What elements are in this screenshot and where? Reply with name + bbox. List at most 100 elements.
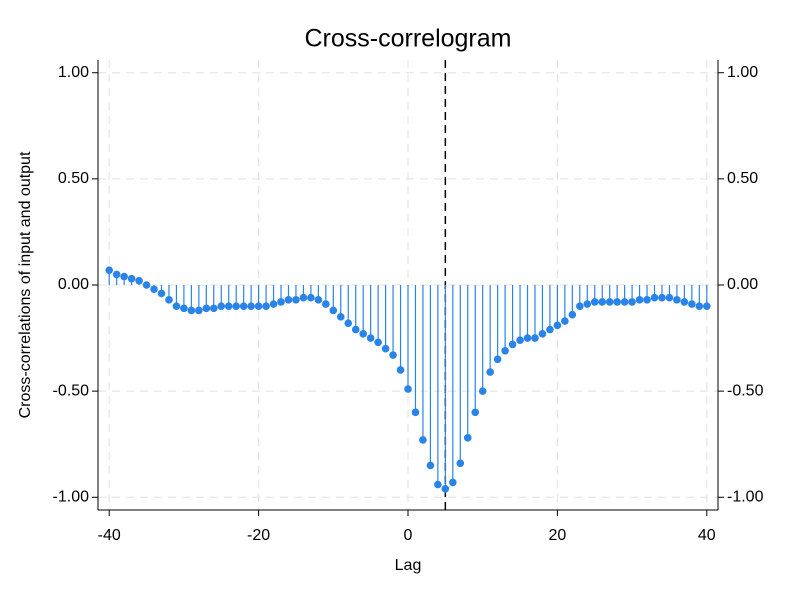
stem-marker (665, 293, 674, 302)
stem-marker (688, 300, 696, 308)
stem-marker (702, 302, 711, 311)
stem-marker (150, 285, 158, 294)
stem-marker (374, 338, 382, 347)
stem-marker (613, 298, 621, 306)
stem-marker (434, 480, 442, 489)
stem-marker (568, 310, 577, 319)
stem-marker (501, 347, 509, 355)
y2-tick-label: -0.50 (727, 382, 764, 399)
y-tick-label: -1.00 (53, 488, 90, 505)
stem-marker (351, 325, 360, 334)
stem-marker (389, 351, 397, 359)
stem-marker (419, 436, 427, 444)
stem-marker (673, 296, 681, 304)
x-axis-label: Lag (395, 557, 422, 574)
stem-marker (239, 302, 248, 311)
stem-marker (299, 293, 308, 302)
stem-marker (262, 302, 270, 311)
stem-marker (120, 272, 128, 281)
stem-marker (292, 296, 300, 304)
stem-marker (605, 298, 614, 306)
stem-marker (553, 321, 562, 330)
stem-marker (546, 325, 554, 334)
stem-marker (180, 304, 188, 313)
stem-marker (463, 434, 472, 442)
stem-marker (112, 270, 121, 279)
x-tick-label: 40 (698, 527, 716, 544)
stem-marker (590, 298, 599, 306)
stem-marker (307, 293, 315, 302)
stem-marker (135, 276, 143, 285)
stem-marker (650, 293, 659, 302)
stem-marker (344, 319, 353, 328)
y-tick-label: 1.00 (58, 64, 89, 81)
y2-tick-label: 0.00 (727, 276, 758, 293)
stem-marker (441, 484, 450, 493)
stem-marker (269, 300, 278, 308)
stem-marker (172, 302, 181, 311)
y2-tick-label: -1.00 (727, 488, 764, 505)
stem-marker (314, 296, 323, 304)
stem-marker (628, 298, 636, 306)
stem-marker (105, 266, 114, 274)
chart-title: Cross-correlogram (305, 25, 512, 53)
stem-marker (202, 304, 211, 313)
stem-marker (127, 274, 136, 283)
stem-marker (381, 344, 390, 353)
y2-tick-label: 1.00 (727, 64, 758, 81)
stem-marker (620, 298, 629, 306)
y-tick-label: -0.50 (53, 382, 90, 399)
stem-marker (224, 302, 233, 311)
stem-marker (486, 368, 494, 376)
stem-marker (277, 298, 285, 306)
stem-marker (195, 306, 203, 315)
stem-marker (247, 302, 255, 311)
stem-marker (254, 302, 263, 311)
stem-marker (471, 408, 480, 417)
stem-marker (561, 317, 569, 325)
stem-marker (426, 461, 435, 470)
stem-marker (284, 296, 293, 304)
stem-marker (329, 306, 338, 315)
stem-marker (508, 340, 517, 349)
stem-marker (232, 302, 240, 311)
stem-marker (456, 459, 465, 468)
stem-marker (157, 289, 166, 298)
stem-marker (359, 330, 367, 338)
stem-marker (449, 478, 457, 487)
y2-tick-label: 0.50 (727, 170, 758, 187)
y-tick-label: 0.00 (58, 276, 89, 293)
stem-marker (680, 298, 689, 306)
stem-marker (217, 302, 226, 311)
stem-marker (643, 296, 651, 304)
stem-marker (336, 313, 345, 321)
y-tick-label: 0.50 (58, 170, 89, 187)
stem-marker (695, 302, 704, 311)
stem-marker (538, 330, 547, 338)
stem-marker (142, 281, 151, 289)
x-tick-label: -40 (98, 527, 121, 544)
y-axis-label: Cross-correlations of input and output (17, 151, 34, 418)
stem-marker (187, 306, 196, 315)
stem-marker (411, 408, 420, 417)
stem-marker (516, 336, 524, 344)
stem-marker (598, 298, 607, 306)
x-tick-label: 0 (404, 527, 413, 544)
stem-marker (366, 334, 375, 342)
stem-marker (396, 366, 405, 374)
x-tick-label: 20 (548, 527, 566, 544)
x-tick-label: -20 (247, 527, 270, 544)
stem-marker (523, 334, 532, 342)
stem-marker (404, 385, 412, 393)
stem-marker (478, 387, 487, 395)
stem-marker (531, 334, 539, 342)
stem-marker (576, 302, 584, 311)
stem-marker (209, 304, 218, 313)
stem-marker (658, 293, 666, 302)
stem-marker (635, 296, 644, 304)
stem-marker (583, 300, 592, 308)
stem-marker (165, 296, 173, 304)
stem-marker (493, 355, 502, 364)
stem-marker (322, 300, 330, 308)
